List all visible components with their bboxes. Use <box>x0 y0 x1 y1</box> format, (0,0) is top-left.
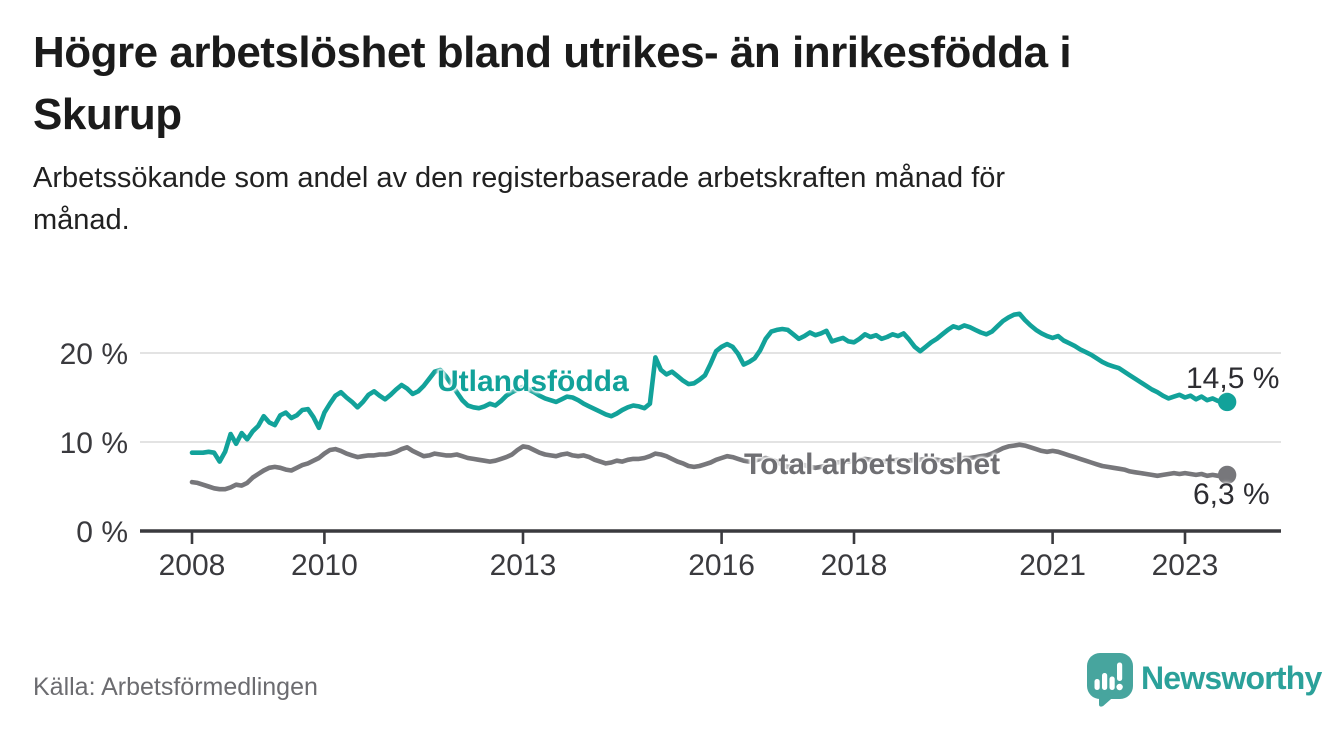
x-tick-label: 2021 <box>1019 549 1086 582</box>
series-end-dot-1 <box>1217 465 1237 485</box>
end-value-label-utlandsfodda: 14,5 % <box>1186 362 1280 395</box>
series-label-utlandsfodda: Utlandsfödda <box>437 365 629 398</box>
end-value-label-total: 6,3 % <box>1193 478 1270 511</box>
logo-bubble <box>1087 653 1133 699</box>
y-tick-label: 0 % <box>76 516 128 549</box>
x-tick-label: 2023 <box>1152 549 1219 582</box>
y-tick-label: 10 % <box>60 427 128 460</box>
logo-bar-2 <box>1102 673 1108 690</box>
x-tick-label: 2008 <box>159 549 226 582</box>
logo-bubble-tail <box>1099 693 1115 707</box>
logo-bar-1 <box>1094 679 1100 690</box>
source-note: Källa: Arbetsförmedlingen <box>33 673 318 701</box>
logo-bar-3 <box>1109 676 1115 690</box>
logo-exclamation-bar <box>1117 662 1123 681</box>
y-tick-label: 20 % <box>60 338 128 371</box>
x-tick-label: 2013 <box>490 549 557 582</box>
series-end-dot-0 <box>1217 392 1237 412</box>
series-line-1 <box>189 442 1232 492</box>
x-tick-label: 2018 <box>821 549 888 582</box>
newsworthy-wordmark: Newsworthy <box>1141 660 1322 696</box>
page-subtitle: Arbetssökande som andel av den registerb… <box>33 162 1006 237</box>
series-line-0 <box>189 311 1232 464</box>
logo-exclamation-dot <box>1116 683 1123 691</box>
newsworthy-logo-icon <box>1087 653 1133 707</box>
x-tick-label: 2010 <box>291 549 358 582</box>
page-title: Högre arbetslöshet bland utrikes- än inr… <box>33 28 1072 139</box>
series-label-total-arbetsloshet: Total arbetslöshet <box>744 448 1001 481</box>
x-tick-label: 2016 <box>688 549 755 582</box>
